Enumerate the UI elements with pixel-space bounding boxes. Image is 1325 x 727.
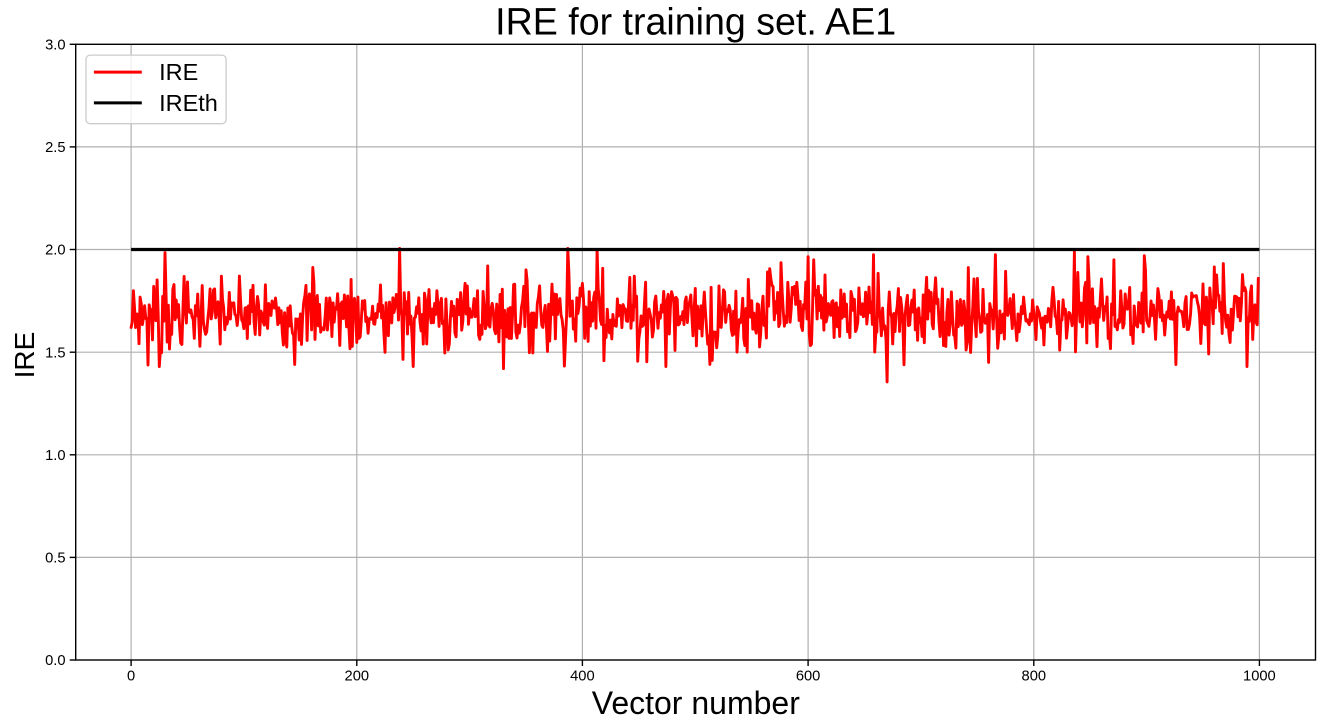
svg-text:IRE for training set. AE1: IRE for training set. AE1: [495, 1, 896, 43]
svg-text:3.0: 3.0: [45, 38, 65, 54]
svg-text:IRE: IRE: [159, 59, 198, 85]
svg-text:1000: 1000: [1243, 669, 1276, 685]
svg-text:2.0: 2.0: [45, 243, 65, 259]
svg-text:800: 800: [1022, 669, 1047, 685]
svg-text:IREth: IREth: [159, 90, 218, 116]
svg-text:2.5: 2.5: [45, 140, 65, 156]
svg-text:Vector number: Vector number: [592, 685, 800, 721]
svg-text:200: 200: [345, 669, 370, 685]
svg-text:600: 600: [796, 669, 821, 685]
svg-text:1.5: 1.5: [45, 345, 65, 361]
svg-text:1.0: 1.0: [45, 448, 65, 464]
svg-text:0: 0: [127, 669, 135, 685]
svg-text:400: 400: [570, 669, 595, 685]
svg-text:IRE: IRE: [9, 332, 40, 379]
svg-text:0.5: 0.5: [45, 551, 65, 567]
svg-text:0.0: 0.0: [45, 653, 65, 669]
